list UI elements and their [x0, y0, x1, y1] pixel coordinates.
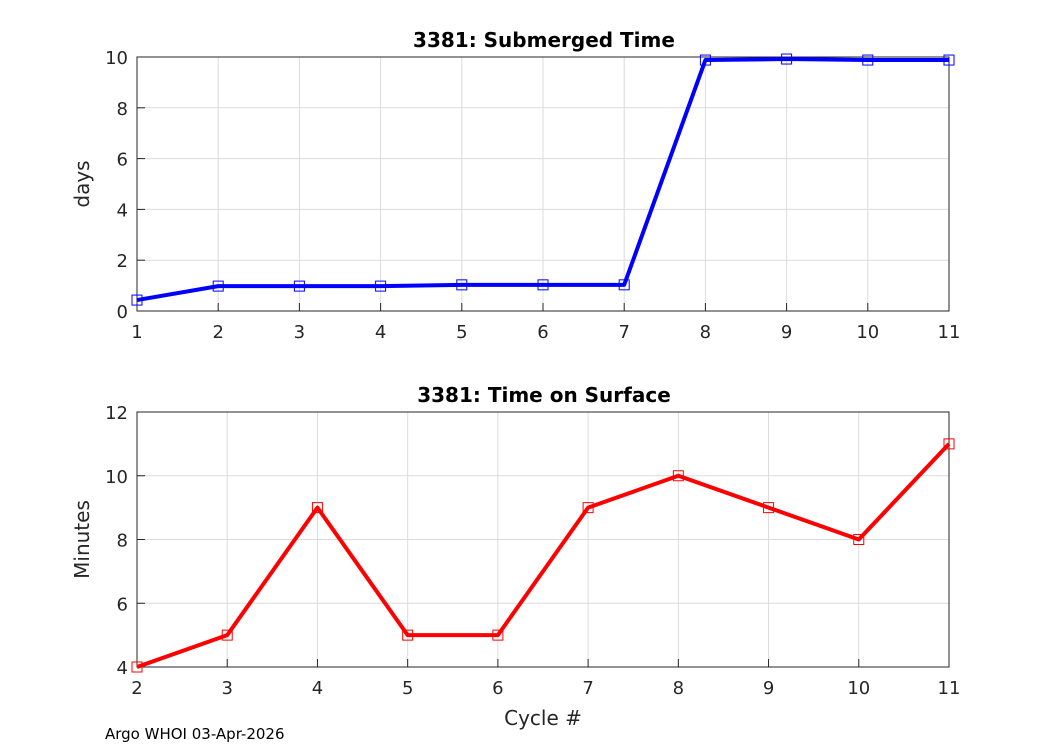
y-tick-label: 0	[117, 302, 128, 323]
y-tick-label: 6	[117, 594, 128, 615]
x-tick-label: 8	[673, 678, 684, 699]
x-tick-label: 1	[131, 322, 142, 343]
x-tick-label: 5	[456, 322, 467, 343]
x-tick-label: 11	[938, 678, 961, 699]
footer-text: Argo WHOI 03-Apr-2026	[105, 725, 285, 743]
data-point-marker	[131, 661, 143, 673]
data-point-marker	[618, 279, 630, 291]
x-tick-label: 2	[212, 322, 223, 343]
x-tick-label: 3	[221, 678, 232, 699]
axes-box	[136, 56, 950, 312]
x-tick-label: 4	[312, 678, 323, 699]
y-axis-label: days	[70, 160, 94, 207]
x-tick-label: 10	[847, 678, 870, 699]
x-axis-label: Cycle #	[504, 706, 582, 730]
data-point-marker	[293, 280, 305, 292]
x-tick-label: 7	[618, 322, 629, 343]
series-line	[136, 57, 949, 303]
data-point-marker	[402, 629, 414, 641]
data-point-marker	[853, 534, 865, 545]
y-tick-label: 4	[117, 200, 128, 221]
y-tick-label: 2	[117, 251, 128, 272]
data-point-marker	[582, 502, 594, 514]
y-tick-label: 6	[117, 150, 128, 171]
x-tick-label: 8	[700, 322, 711, 343]
series-line	[136, 442, 951, 669]
data-point-marker	[862, 54, 874, 66]
y-tick-label: 4	[117, 658, 128, 679]
data-point-marker	[699, 54, 711, 66]
x-tick-label: 9	[781, 322, 792, 343]
data-point-marker	[781, 53, 793, 65]
x-tick-label: 11	[938, 322, 961, 343]
data-point-marker	[456, 279, 468, 291]
data-point-marker	[311, 502, 323, 514]
y-tick-label: 10	[105, 467, 128, 488]
data-point-marker	[537, 279, 549, 291]
y-tick-label: 12	[105, 403, 128, 424]
data-point-marker	[131, 294, 143, 306]
x-tick-label: 5	[402, 678, 413, 699]
axes-box	[136, 411, 950, 668]
data-point-marker	[943, 54, 955, 66]
y-tick-label: 8	[117, 99, 128, 120]
data-point-marker	[492, 629, 504, 641]
x-tick-label: 9	[763, 678, 774, 699]
x-tick-label: 2	[131, 678, 142, 699]
y-tick-label: 8	[117, 531, 128, 552]
data-point-marker	[375, 280, 387, 292]
chart-title: 3381: Submerged Time	[413, 28, 675, 52]
y-tick-label: 10	[105, 48, 128, 69]
x-tick-label: 4	[375, 322, 386, 343]
data-point-marker	[212, 280, 224, 292]
x-tick-label: 7	[582, 678, 593, 699]
data-point-marker	[672, 470, 684, 482]
data-point-marker	[943, 438, 955, 450]
y-axis-label: Minutes	[70, 500, 94, 579]
x-tick-label: 10	[856, 322, 879, 343]
x-tick-label: 6	[492, 678, 503, 699]
data-point-marker	[221, 629, 233, 641]
chart-title: 3381: Time on Surface	[417, 383, 671, 407]
x-tick-label: 3	[294, 322, 305, 343]
data-point-marker	[763, 502, 775, 514]
x-tick-label: 6	[537, 322, 548, 343]
